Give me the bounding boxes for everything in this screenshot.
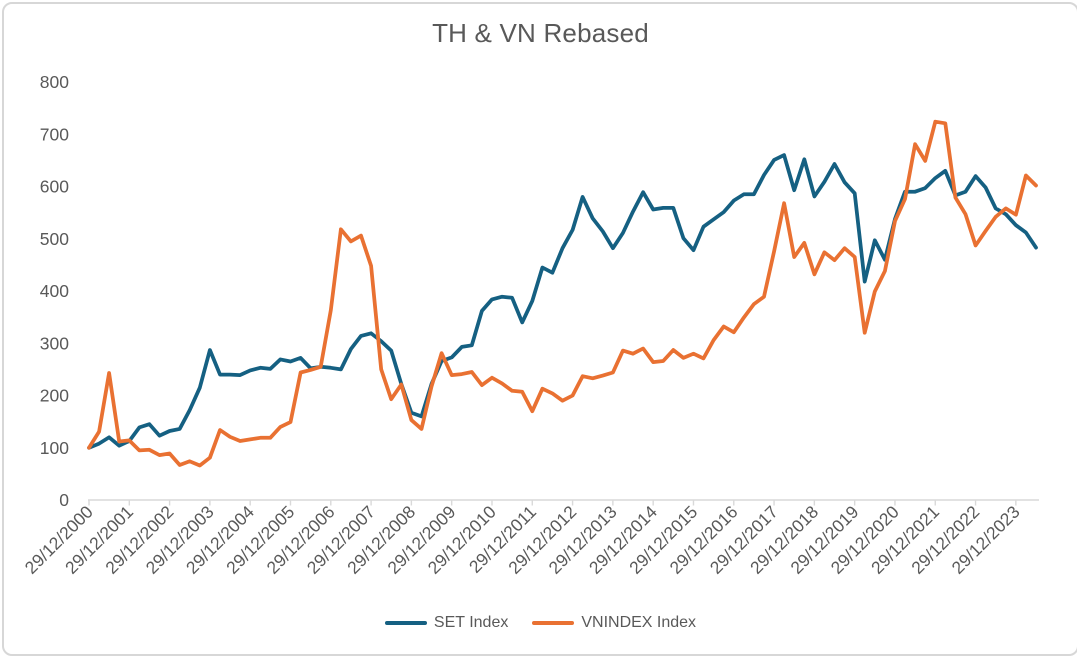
legend-item-vnindex: VNINDEX Index <box>532 614 696 632</box>
plot-area: 010020030040050060070080029/12/200029/12… <box>21 72 1039 578</box>
y-tick-label: 500 <box>40 229 69 249</box>
set-index-legend-swatch <box>384 621 427 625</box>
set-index-line <box>87 153 1038 450</box>
y-tick-label: 0 <box>59 490 69 510</box>
legend-item-set-index: SET Index <box>384 614 509 632</box>
y-tick-label: 400 <box>40 281 69 301</box>
y-tick-label: 200 <box>40 386 69 406</box>
y-tick-label: 300 <box>40 333 69 353</box>
y-tick-label: 700 <box>40 124 69 144</box>
legend: SET Index VNINDEX Index <box>4 614 1077 632</box>
y-tick-label: 600 <box>40 177 69 197</box>
vnindex-line <box>87 119 1038 468</box>
vnindex-legend-label: VNINDEX Index <box>581 614 697 631</box>
set-index-legend-label: SET Index <box>433 614 509 631</box>
y-tick-label: 800 <box>40 72 69 92</box>
y-tick-label: 100 <box>40 438 69 458</box>
chart-title: TH & VN Rebased <box>432 18 649 48</box>
vnindex-legend-swatch <box>532 621 575 625</box>
